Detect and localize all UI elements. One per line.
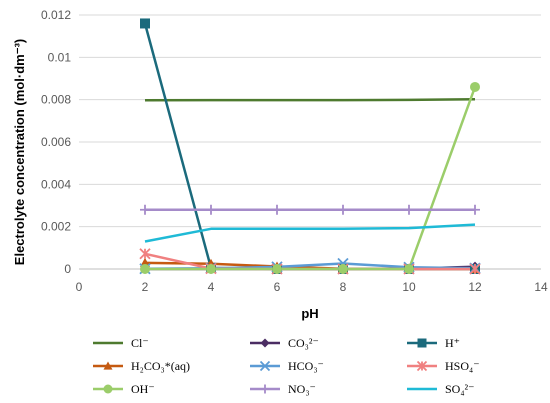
circle-marker [470,81,480,92]
legend-item: Cl⁻ [93,336,149,350]
legend-label: NO₃⁻ [288,382,316,396]
legend-item: SO₄²⁻ [407,382,474,396]
series-line [144,97,476,102]
circle-marker [338,264,348,274]
legend-label: SO₄²⁻ [445,382,474,396]
circle-marker [272,264,282,274]
star-marker [469,263,481,275]
square-marker [417,338,427,348]
tick-labels: 0 0.002 0.004 0.006 0.008 0.01 0.012 0 2 4 6 8 10 12 1… [41,8,548,294]
legend-item: H₂CO₃*(aq) [93,359,190,373]
plus-marker [206,204,216,215]
x-tick-label: 6 [274,280,281,294]
legend-item: OH⁻ [93,382,155,396]
y-tick-label: 0.012 [41,8,71,22]
x-tick-label: 10 [402,280,416,294]
x-tick-label: 8 [340,280,347,294]
legend-item: H⁺ [407,336,460,350]
x-tick-label: 2 [142,280,149,294]
legend-label: CO₃²⁻ [288,336,319,350]
legend-label: Cl⁻ [131,336,149,350]
circle-marker [206,264,216,274]
legend-label: HSO₄⁻ [445,359,480,373]
legend-label: H₂CO₃*(aq) [131,359,190,373]
y-axis-title: Electrolyte concentration (mol·dm⁻³) [12,39,27,265]
legend-label: HCO₃⁻ [288,359,324,373]
plus-marker [272,204,282,215]
y-tick-label: 0 [64,262,71,276]
square-marker [140,18,150,29]
plus-marker [470,204,480,215]
x-marker [259,360,271,372]
series-line [145,86,477,271]
x-axis-title: pH [301,306,318,321]
y-tick-label: 0.002 [41,220,71,234]
legend-item: CO₃²⁻ [250,336,319,350]
y-tick-label: 0.01 [48,50,72,64]
circle-marker [140,264,150,274]
star-marker [416,360,428,372]
x-tick-label: 12 [468,280,482,294]
circle-marker [103,384,113,394]
plus-marker [260,384,270,394]
legend-label: H⁺ [445,336,460,350]
plus-marker [404,204,414,215]
legend: Cl⁻ CO₃²⁻ H⁺ H₂CO₃*(aq) HCO₃⁻ HSO₄⁻ OH⁻ NO₃⁻ SO₄… [93,336,480,396]
star-marker [139,248,151,260]
series-line [144,223,476,243]
series-markers [139,18,481,275]
plus-marker [140,204,150,215]
legend-item: HSO₄⁻ [407,359,480,373]
legend-label: OH⁻ [131,382,155,396]
legend-item: NO₃⁻ [250,382,316,396]
y-tick-label: 0.004 [41,177,71,191]
x-tick-label: 4 [208,280,215,294]
x-tick-label: 0 [76,280,83,294]
diamond-marker [260,338,270,348]
y-tick-label: 0.006 [41,135,71,149]
gridlines [79,14,541,228]
triangle-marker [103,361,113,370]
plus-marker [338,204,348,215]
circle-marker [404,264,414,274]
legend-item: HCO₃⁻ [250,359,324,373]
y-tick-label: 0.008 [41,93,71,107]
triangle-marker [140,257,150,267]
series-lines [143,23,477,271]
x-tick-label: 14 [534,280,548,294]
